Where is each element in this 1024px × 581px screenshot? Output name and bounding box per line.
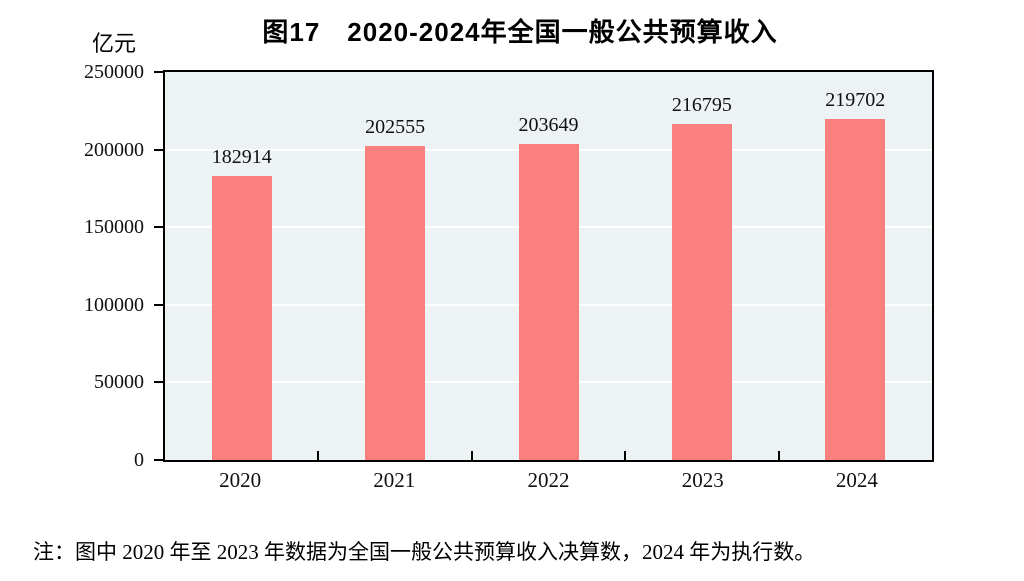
x-axis-label-2020: 2020 [219, 468, 262, 492]
y-axis-label-100000: 100000 [84, 293, 144, 316]
bar-value-label-2023: 216795 [671, 93, 732, 116]
x-axis-label-2022: 2022 [527, 468, 570, 492]
x-axis-tick [777, 451, 780, 460]
x-axis-label-2023: 2023 [681, 468, 724, 492]
y-axis-unit-label: 亿元 [92, 31, 137, 56]
bar-2022 [518, 143, 579, 460]
bar-value-label-2022: 203649 [518, 113, 579, 136]
y-axis-tick [154, 226, 163, 229]
bar-2024 [825, 119, 886, 460]
footnote: 注：图中 2020 年至 2023 年数据为全国一般公共预算收入决算数，2024… [33, 540, 816, 564]
y-axis-tick [154, 303, 163, 306]
bar-2021 [365, 145, 426, 460]
x-axis-tick [470, 451, 473, 460]
y-axis-label-0: 0 [134, 449, 144, 471]
y-axis-label-150000: 150000 [84, 216, 144, 239]
x-axis-tick [317, 451, 320, 460]
y-axis-label-50000: 50000 [94, 371, 144, 394]
y-axis: 0 50000 100000 150000 200000 250000 [0, 62, 163, 470]
y-axis-tick [154, 381, 163, 384]
y-axis-label-250000: 250000 [84, 61, 144, 83]
bar-value-label-2021: 202555 [365, 115, 426, 138]
x-axis: 2020 2021 2022 2023 2024 [163, 468, 934, 498]
bar-2023 [671, 123, 732, 460]
plot-area: 182914 202555 203649 216795 219702 [163, 70, 934, 462]
bar-value-label-2020: 182914 [211, 146, 272, 169]
x-axis-label-2024: 2024 [835, 468, 878, 492]
chart-title: 图17 2020-2024年全国一般公共预算收入 [262, 17, 778, 47]
y-axis-label-200000: 200000 [84, 138, 144, 161]
y-axis-tick [154, 459, 163, 461]
x-axis-tick [624, 451, 627, 460]
y-axis-tick [154, 71, 163, 73]
bar-value-label-2024: 219702 [825, 89, 886, 112]
x-axis-label-2021: 2021 [373, 468, 416, 492]
bar-2020 [211, 176, 272, 460]
y-axis-tick [154, 148, 163, 151]
